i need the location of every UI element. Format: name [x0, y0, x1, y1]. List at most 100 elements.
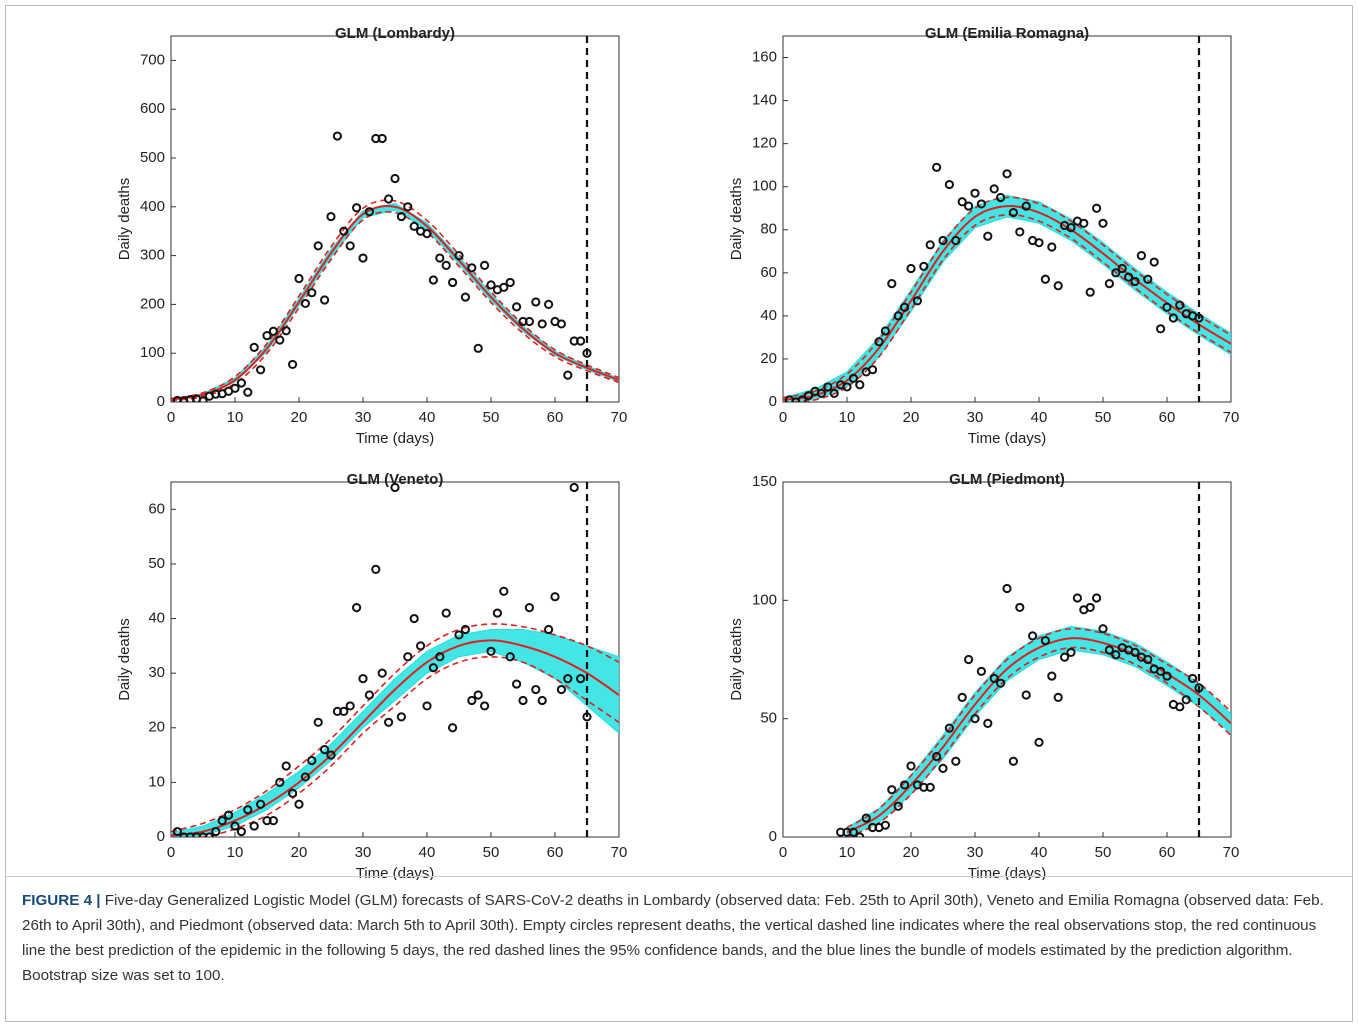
- observed-death: [996, 678, 1006, 688]
- y-tick-label: 60: [148, 500, 165, 517]
- caption-label: FIGURE 4 |: [22, 892, 101, 909]
- observed-death: [544, 624, 554, 635]
- observed-death: [1181, 695, 1191, 705]
- observed-death: [371, 564, 381, 574]
- observed-death: [192, 832, 202, 837]
- observed-death: [428, 275, 438, 285]
- x-tick-label: 70: [1223, 409, 1240, 426]
- observed-death: [428, 663, 438, 673]
- y-tick-label: 0: [769, 393, 777, 410]
- observed-death: [1034, 737, 1044, 747]
- x-tick-label: 40: [1031, 409, 1048, 426]
- observed-death: [964, 201, 974, 211]
- observed-death: [1079, 218, 1089, 228]
- observed-death: [339, 226, 349, 236]
- observed-death: [1040, 635, 1051, 646]
- observed-death: [480, 701, 490, 711]
- observed-death: [1188, 673, 1198, 684]
- y-tick-label: 0: [157, 828, 165, 845]
- observed-death: [1060, 652, 1070, 662]
- observed-death: [1066, 223, 1076, 233]
- observed-death: [537, 319, 547, 329]
- plot-content: [836, 583, 1231, 837]
- observed-death: [441, 260, 451, 270]
- x-tick-label: 0: [779, 844, 787, 861]
- observed-death: [505, 277, 515, 288]
- x-tick-label: 40: [1031, 844, 1048, 861]
- x-tick-label: 60: [1159, 409, 1176, 426]
- observed-death: [874, 337, 884, 347]
- observed-death: [569, 482, 579, 493]
- x-tick-label: 10: [227, 844, 244, 861]
- observed-death: [172, 826, 182, 837]
- observed-death: [486, 646, 496, 656]
- x-tick-label: 10: [839, 409, 856, 426]
- observed-death: [345, 241, 355, 251]
- observed-death: [900, 302, 910, 312]
- observed-death: [396, 712, 406, 722]
- observed-death: [313, 241, 323, 251]
- best-fit-line: [171, 639, 619, 837]
- observed-death: [823, 382, 833, 392]
- x-tick-label: 30: [967, 844, 984, 861]
- observed-death: [281, 326, 291, 336]
- observed-death: [1092, 593, 1102, 603]
- observed-death: [454, 630, 464, 640]
- observed-death: [1111, 268, 1121, 278]
- x-tick-label: 40: [419, 409, 436, 426]
- x-tick-label: 20: [903, 409, 920, 426]
- observed-death: [912, 296, 923, 306]
- observed-death: [906, 761, 916, 771]
- plot-area: [782, 35, 1232, 403]
- plot-content: [171, 482, 619, 837]
- x-tick-label: 0: [779, 409, 787, 426]
- observed-death: [1162, 302, 1172, 312]
- observed-death: [448, 277, 458, 288]
- plot-area: [170, 35, 620, 403]
- observed-death: [951, 235, 961, 246]
- observed-death: [249, 342, 259, 352]
- observed-death: [1040, 274, 1051, 284]
- x-axis-label: Time (days): [968, 865, 1047, 880]
- observed-death: [460, 292, 470, 302]
- x-tick-label: 60: [547, 409, 564, 426]
- y-tick-label: 30: [148, 664, 165, 681]
- y-tick-label: 140: [752, 92, 777, 109]
- observed-death: [976, 199, 987, 209]
- observed-death: [352, 603, 362, 613]
- observed-death: [256, 365, 266, 375]
- model-bundle: [171, 202, 619, 401]
- y-tick-label: 50: [760, 710, 777, 727]
- observed-death: [1021, 690, 1031, 700]
- panel: GLM (Piedmont) 0 10 20 30 40 50 60 70 0 50 100 150 Ti…: [728, 471, 1239, 880]
- observed-death: [996, 192, 1006, 203]
- observed-death: [320, 745, 330, 755]
- observed-death: [576, 674, 586, 684]
- observed-death: [1028, 631, 1038, 641]
- observed-death: [364, 690, 374, 700]
- observed-death: [925, 782, 935, 792]
- y-tick-label: 100: [752, 178, 777, 195]
- observed-death: [179, 832, 189, 837]
- observed-death: [390, 482, 400, 493]
- plot-content: [171, 131, 619, 402]
- observed-death: [268, 816, 278, 826]
- y-tick-label: 160: [752, 48, 777, 65]
- observed-death: [829, 388, 839, 398]
- observed-death: [358, 253, 368, 263]
- observed-death: [422, 701, 432, 711]
- confidence-band-lower: [846, 646, 1231, 837]
- y-tick-label: 20: [148, 719, 165, 736]
- observed-death: [332, 131, 342, 141]
- chart-title: GLM (Piedmont): [949, 471, 1065, 488]
- panel: GLM (Emilia Romagna) 0 10 20 30 40 50 60 70 0 20 40…: [728, 25, 1239, 447]
- observed-death: [1175, 300, 1185, 310]
- observed-death: [268, 326, 278, 336]
- observed-death: [384, 194, 394, 204]
- observed-death: [880, 326, 891, 336]
- observed-death: [243, 387, 253, 397]
- observed-death: [204, 832, 214, 837]
- x-tick-label: 70: [1223, 844, 1240, 861]
- observed-death: [797, 395, 807, 402]
- observed-death: [944, 179, 955, 190]
